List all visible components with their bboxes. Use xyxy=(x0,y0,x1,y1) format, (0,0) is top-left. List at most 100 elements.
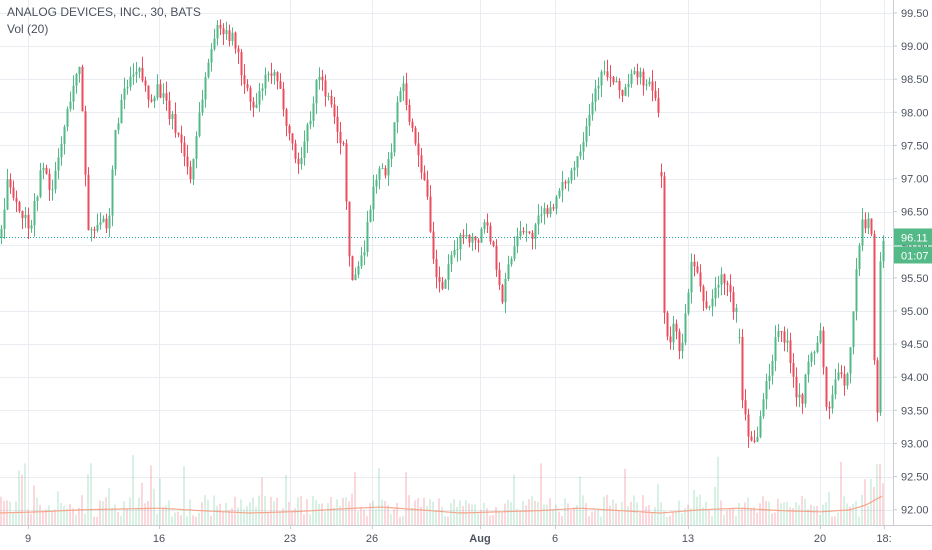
volume-bar xyxy=(354,472,356,525)
volume-bar xyxy=(402,516,404,525)
candle-body xyxy=(90,229,93,231)
volume-bar xyxy=(753,507,755,525)
volume-bar xyxy=(252,497,254,525)
candle-body xyxy=(801,394,804,404)
candle-body xyxy=(654,90,657,98)
symbol-title[interactable]: ANALOG DEVICES, INC., 30, BATS xyxy=(7,5,201,19)
candle-body xyxy=(600,71,603,86)
candle-body xyxy=(420,155,423,173)
volume-bar xyxy=(216,505,218,525)
volume-bar xyxy=(348,501,350,525)
volume-bar xyxy=(801,495,803,525)
volume-bar xyxy=(822,504,824,525)
candle-body xyxy=(156,84,159,98)
x-tick-label: 6 xyxy=(552,533,558,545)
candle-body xyxy=(33,201,36,226)
candle-body xyxy=(324,80,327,97)
candle-body xyxy=(774,337,777,361)
candle-body xyxy=(249,88,252,102)
candle-body xyxy=(573,167,576,171)
candle-body xyxy=(450,255,453,265)
volume-bar xyxy=(624,468,626,525)
volume-bar xyxy=(609,505,611,525)
candle-body xyxy=(198,112,201,136)
volume-bar xyxy=(273,501,275,525)
volume-bar xyxy=(546,504,548,525)
volume-bar xyxy=(858,516,860,525)
candle-body xyxy=(429,196,432,232)
candle-body xyxy=(381,168,384,170)
volume-bar xyxy=(54,509,56,525)
volume-bar xyxy=(654,507,656,525)
candle-body xyxy=(858,245,861,270)
volume-bar xyxy=(384,501,386,525)
volume-bar xyxy=(744,502,746,525)
candle-body xyxy=(462,234,465,237)
volume-bar xyxy=(339,505,341,525)
candle-body xyxy=(471,236,474,243)
volume-bar xyxy=(333,508,335,525)
candle-body xyxy=(753,440,756,442)
volume-bar xyxy=(153,488,155,525)
candle-body xyxy=(816,342,819,353)
volume-bar xyxy=(306,499,308,525)
candle-body xyxy=(627,83,630,88)
volume-bar xyxy=(846,503,848,525)
volume-bar xyxy=(549,498,551,525)
volume-bar xyxy=(15,501,17,525)
volume-bar xyxy=(279,511,281,525)
volume-bar xyxy=(174,512,176,525)
volume-bar xyxy=(705,501,707,525)
volume-bar xyxy=(456,506,458,525)
candle-body xyxy=(630,73,633,84)
volume-bar xyxy=(27,509,29,525)
candle-body xyxy=(768,375,771,381)
candle-body xyxy=(510,258,513,265)
candle-body xyxy=(240,52,243,76)
candle-body xyxy=(387,159,390,176)
candle-body xyxy=(513,246,516,259)
candle-body xyxy=(639,71,642,78)
candle-body xyxy=(882,240,885,262)
candle-body xyxy=(582,141,585,152)
candle-body xyxy=(528,231,531,233)
candle-body xyxy=(597,85,600,89)
volume-bar xyxy=(192,515,194,525)
volume-indicator-label[interactable]: Vol (20) xyxy=(7,22,49,36)
candle-body xyxy=(444,279,447,289)
volume-bar xyxy=(597,510,599,525)
volume-bar xyxy=(462,506,464,525)
candle-body xyxy=(318,76,321,81)
volume-bar xyxy=(786,501,788,525)
volume-bar xyxy=(414,500,416,525)
candle-body xyxy=(291,133,294,144)
volume-bar xyxy=(642,495,644,525)
volume-bar xyxy=(96,516,98,525)
candle-body xyxy=(180,134,183,143)
volume-bar xyxy=(600,516,602,525)
volume-bar xyxy=(33,485,35,525)
candle-body xyxy=(651,81,654,91)
candle-body xyxy=(327,95,330,97)
candle-body xyxy=(756,436,759,442)
candle-body xyxy=(642,71,645,86)
volume-bar xyxy=(714,486,716,525)
candle-body xyxy=(711,298,714,307)
volume-bar xyxy=(198,512,200,525)
volume-bar xyxy=(234,496,236,525)
candle-body xyxy=(744,400,747,415)
volume-bar xyxy=(18,470,20,525)
candle-body xyxy=(345,143,348,202)
candle-body xyxy=(726,283,729,285)
volume-bar xyxy=(585,503,587,525)
candle-body xyxy=(39,170,42,197)
candle-body xyxy=(750,436,753,441)
candle-body xyxy=(525,231,528,233)
candle-body xyxy=(315,80,318,104)
candle-body xyxy=(585,126,588,142)
candle-body xyxy=(666,312,669,337)
candle-body xyxy=(147,85,150,100)
candle-body xyxy=(432,231,435,259)
candle-body xyxy=(612,77,615,83)
